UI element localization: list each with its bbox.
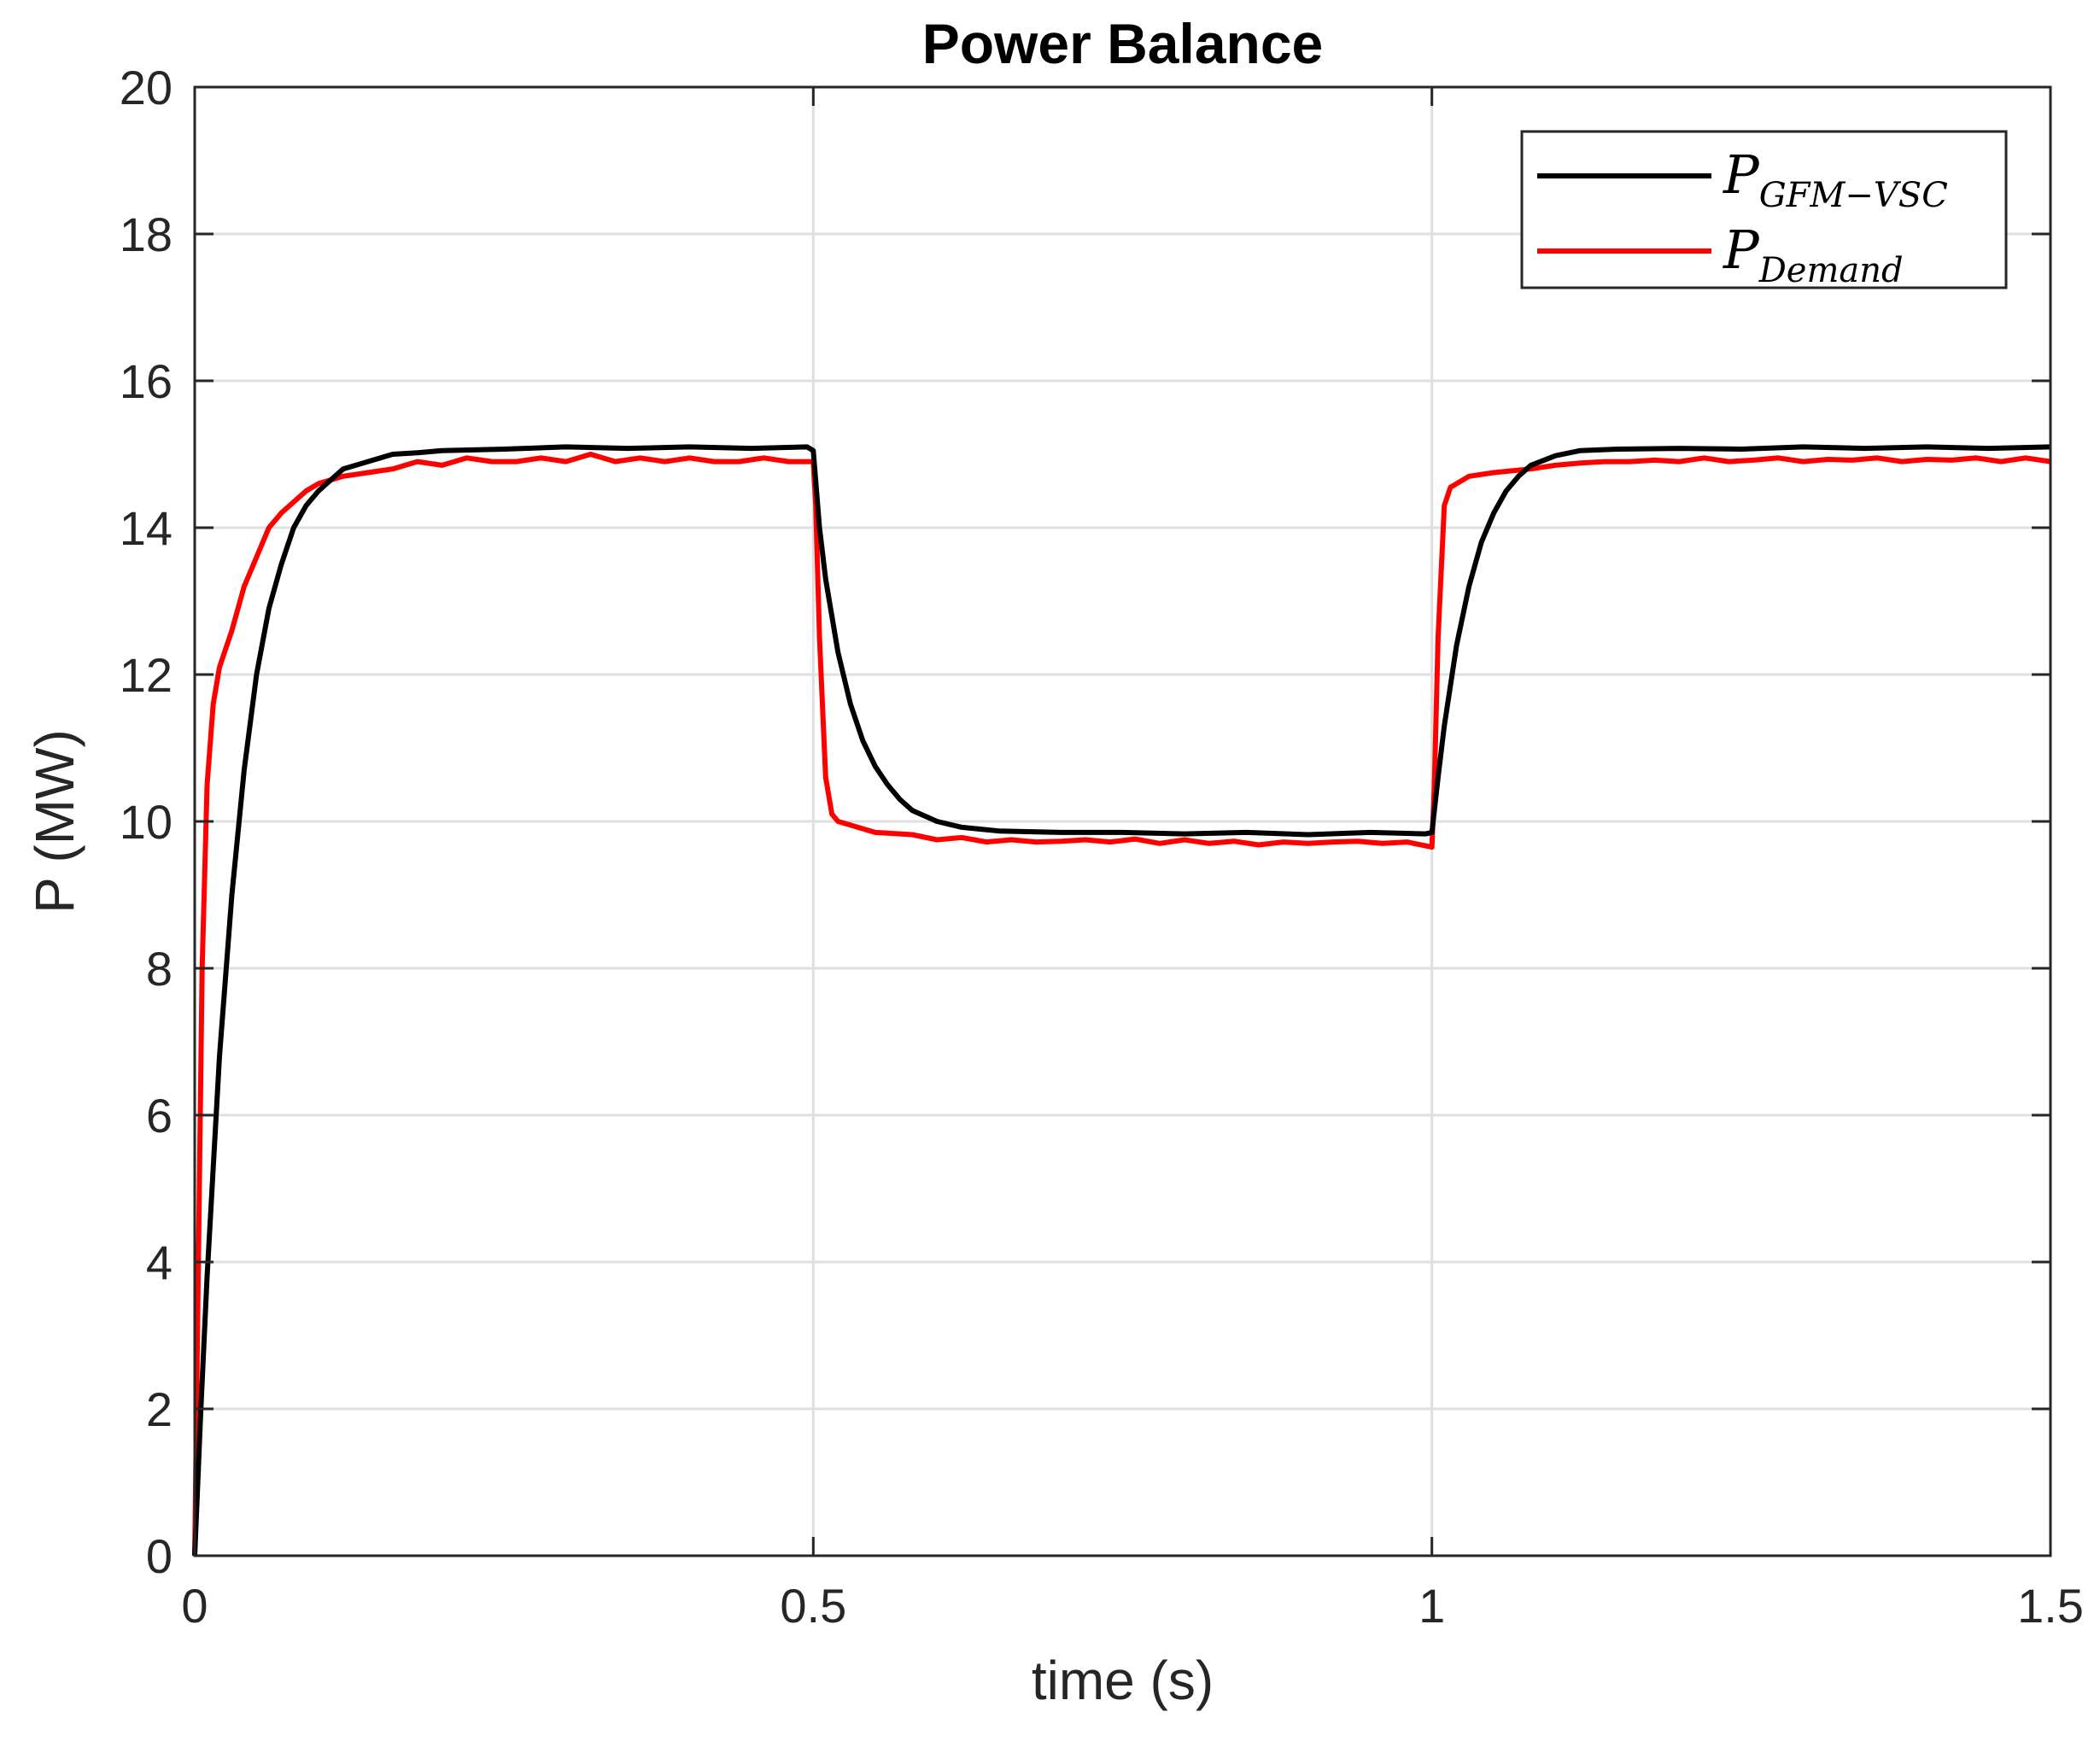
legend-entry-label: PDemand <box>1723 219 1904 290</box>
y-tick-label: 0 <box>146 1529 173 1583</box>
series-line-p-demand <box>192 452 2051 1557</box>
y-tick-label: 14 <box>120 501 173 555</box>
axis-ticks <box>193 85 2052 1557</box>
y-tick-label: 10 <box>120 795 173 849</box>
y-tick-label: 4 <box>146 1236 173 1289</box>
legend-label-main: P <box>1723 219 1760 281</box>
x-tick-label: 0 <box>181 1579 208 1633</box>
legend-box <box>1520 130 2008 289</box>
y-tick-label: 8 <box>146 942 173 996</box>
legend-label-main: P <box>1723 143 1760 206</box>
y-tick-label: 16 <box>120 354 173 408</box>
y-axis-label: P (MW) <box>24 729 85 914</box>
x-tick-label: 1.5 <box>2017 1579 2084 1633</box>
series-line-p-gfm-vsc <box>192 444 2051 1557</box>
series-lines <box>192 444 2051 1557</box>
y-tick-label: 12 <box>120 648 173 702</box>
tick-labels: 0 2 4 6 8 10 12 14 16 18 20 0 0.5 1 1.5 <box>120 61 2084 1633</box>
legend-label-subscript: Demand <box>1758 251 1904 290</box>
y-tick-label: 6 <box>146 1089 173 1142</box>
x-axis-label: time (s) <box>1032 1650 1214 1711</box>
x-tick-label: 1 <box>1419 1579 1445 1633</box>
legend-label-subscript: GFM−VSC <box>1759 176 1948 215</box>
y-tick-label: 20 <box>120 61 173 114</box>
chart-title: Power Balance <box>922 12 1324 75</box>
x-tick-label: 0.5 <box>780 1579 846 1633</box>
legend-entry-label: PGFM−VSC <box>1723 143 1948 215</box>
y-tick-label: 18 <box>120 207 173 261</box>
y-tick-label: 2 <box>146 1382 173 1436</box>
